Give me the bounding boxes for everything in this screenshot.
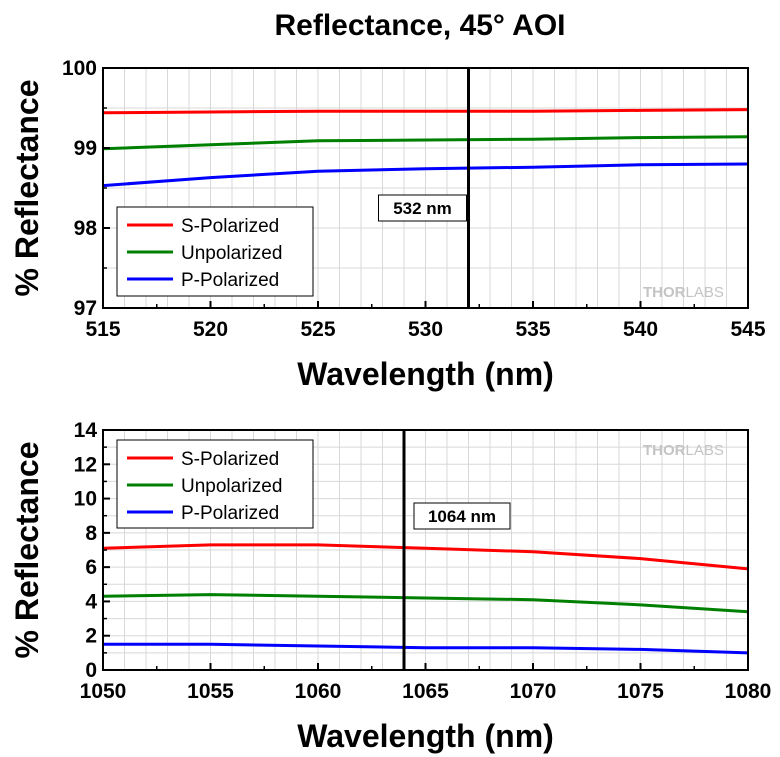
x-tick-label: 530 <box>408 318 443 341</box>
chart-1064nm: THORLABS 1064 nm S-Polarized Unpolarized P-P… <box>9 419 771 754</box>
y-tick-label: 10 <box>74 488 97 511</box>
legend-label-p-polarized: P-Polarized <box>181 503 279 524</box>
y-tick-label: 99 <box>74 137 97 160</box>
legend-label-s-polarized: S-Polarized <box>181 216 279 237</box>
y-tick-label: 14 <box>74 419 98 442</box>
legend-label-unpolarized: Unpolarized <box>181 476 282 497</box>
y-tick-label: 4 <box>85 590 97 613</box>
x-tick-label: 540 <box>623 318 658 341</box>
y-tick-label: 98 <box>74 217 98 240</box>
x-tick-label: 1075 <box>617 680 664 703</box>
watermark-part-labs: LABS <box>686 284 724 301</box>
y-tick-label: 100 <box>62 57 97 80</box>
watermark-part-labs: LABS <box>686 442 724 459</box>
x-tick-label: 1070 <box>510 680 557 703</box>
x-axis-label: Wavelength (nm) <box>297 718 554 754</box>
legend-label-unpolarized: Unpolarized <box>181 243 282 264</box>
x-tick-label: 535 <box>515 318 550 341</box>
y-axis-label: % Reflectance <box>9 80 45 297</box>
watermark-part-thor: THOR <box>643 284 686 301</box>
annotation-box <box>378 194 467 222</box>
series-line-unpolarized <box>102 593 749 614</box>
y-tick-label: 6 <box>85 556 97 579</box>
figure-title: Reflectance, 45° AOI <box>274 9 565 42</box>
series-line-p-polarized <box>102 162 749 188</box>
y-tick-label: 97 <box>74 297 97 320</box>
annotation-label: 1064 nm <box>428 507 496 526</box>
series-line-unpolarized <box>102 135 749 151</box>
thorlabs-watermark: THORLABS <box>643 284 724 301</box>
x-tick-label: 1065 <box>402 680 449 703</box>
thorlabs-watermark: THORLABS <box>643 442 724 459</box>
y-tick-label: 0 <box>85 659 97 682</box>
legend-label-s-polarized: S-Polarized <box>181 449 279 470</box>
watermark-part-thor: THOR <box>643 442 686 459</box>
x-tick-label: 545 <box>730 318 765 341</box>
series-line-p-polarized <box>103 642 749 655</box>
annotation-box <box>413 502 511 530</box>
x-tick-label: 520 <box>193 318 228 341</box>
x-tick-label: 515 <box>85 318 120 341</box>
y-axis-label: % Reflectance <box>9 442 45 659</box>
x-axis-label: Wavelength (nm) <box>297 356 554 392</box>
x-tick-label: 1060 <box>295 680 342 703</box>
y-tick-label: 12 <box>74 453 97 476</box>
annotation-label: 532 nm <box>393 199 452 218</box>
chart-532nm: THORLABS 532 nm S-Polarized Unpolarized P-Po… <box>9 57 766 392</box>
y-tick-label: 8 <box>85 522 97 545</box>
series-line-s-polarized <box>102 543 749 571</box>
x-tick-label: 525 <box>300 318 335 341</box>
x-tick-label: 1050 <box>80 680 127 703</box>
legend-label-p-polarized: P-Polarized <box>181 270 279 291</box>
series-line-s-polarized <box>102 108 749 115</box>
x-tick-label: 1055 <box>187 680 234 703</box>
x-tick-label: 1080 <box>725 680 772 703</box>
y-tick-label: 2 <box>85 625 97 648</box>
